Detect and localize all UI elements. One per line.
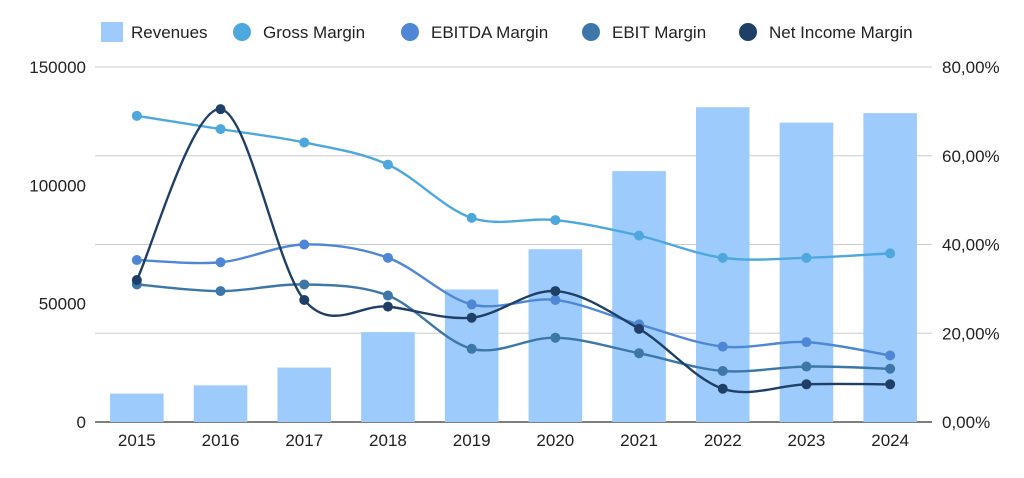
point-net-income-margin (382, 301, 393, 312)
point-ebit-margin (550, 332, 561, 343)
point-gross-margin (466, 212, 477, 223)
line-net-income-margin (135, 107, 891, 394)
bar-revenues (444, 289, 499, 422)
point-net-income-margin (299, 294, 310, 305)
legend-swatch-revenues (101, 22, 123, 42)
x-tick-label: 2019 (453, 431, 491, 450)
y-right-tick-label: 40,00% (942, 236, 1000, 255)
x-tick-label: 2018 (369, 431, 407, 450)
bar-revenues (779, 122, 834, 422)
point-ebitda-margin (717, 341, 728, 352)
lines (131, 104, 896, 394)
y-left-tick-label: 150000 (29, 58, 86, 77)
legend-swatch-ebit-margin (582, 23, 600, 41)
x-tick-label: 2020 (536, 431, 574, 450)
legend-label-gross-margin: Gross Margin (263, 23, 365, 42)
x-tick-label: 2016 (202, 431, 240, 450)
point-gross-margin (801, 252, 812, 263)
point-net-income-margin (717, 383, 728, 394)
point-ebit-margin (215, 286, 226, 297)
legend: Revenues Gross Margin EBITDA Margin EBIT Ma… (101, 22, 913, 42)
point-net-income-margin (215, 104, 226, 115)
point-ebit-margin (299, 279, 310, 290)
legend-swatch-ebitda-margin (401, 23, 419, 41)
y-right-tick-label: 60,00% (942, 147, 1000, 166)
point-ebitda-margin (466, 299, 477, 310)
point-ebit-margin (885, 363, 896, 374)
bar-revenues (110, 393, 164, 422)
y-left-tick-label: 0 (77, 413, 86, 432)
legend-swatch-gross-margin (233, 23, 251, 41)
x-tick-label: 2022 (704, 431, 742, 450)
y-right-tick-label: 20,00% (942, 324, 1000, 343)
point-gross-margin (299, 137, 310, 148)
point-net-income-margin (634, 323, 645, 334)
y-right-tick-label: 80,00% (942, 58, 1000, 77)
point-ebitda-margin (215, 257, 226, 268)
point-gross-margin (550, 215, 561, 226)
point-ebitda-margin (550, 294, 561, 305)
point-gross-margin (131, 110, 142, 121)
line-ebitda-margin (136, 243, 891, 357)
point-ebit-margin (801, 361, 812, 372)
point-ebit-margin (634, 348, 645, 359)
point-ebitda-margin (131, 255, 142, 266)
axes: 0 50000 100000 150000 0,00% 20,00% 40,00% 60,00… (29, 58, 999, 450)
bar-revenues (193, 385, 248, 422)
point-ebitda-margin (299, 239, 310, 250)
bar-revenues (277, 367, 332, 422)
bar-revenues (361, 332, 415, 422)
legend-label-net-income-margin: Net Income Margin (769, 23, 913, 42)
line-ebit-margin (136, 283, 891, 373)
point-ebit-margin (717, 365, 728, 376)
point-gross-margin (634, 230, 645, 241)
point-gross-margin (717, 252, 728, 263)
point-net-income-margin (131, 275, 142, 285)
legend-label-ebitda-margin: EBITDA Margin (431, 23, 548, 42)
x-tick-label: 2024 (871, 431, 909, 450)
y-left-tick-label: 100000 (29, 176, 86, 195)
line-gross-margin (136, 114, 891, 261)
y-right-tick-label: 0,00% (942, 413, 990, 432)
x-tick-label: 2023 (788, 431, 826, 450)
point-ebitda-margin (885, 350, 896, 361)
point-gross-margin (885, 248, 896, 259)
bars (110, 107, 917, 423)
legend-label-ebit-margin: EBIT Margin (612, 23, 706, 42)
x-tick-label: 2015 (118, 431, 156, 450)
point-gross-margin (382, 159, 393, 170)
point-net-income-margin (550, 286, 561, 297)
point-net-income-margin (801, 379, 812, 390)
bar-revenues (612, 171, 666, 422)
bar-revenues (863, 113, 917, 423)
legend-swatch-net-income-margin (739, 23, 757, 41)
y-left-tick-label: 50000 (39, 295, 86, 314)
point-ebitda-margin (801, 337, 812, 348)
point-gross-margin (215, 124, 226, 135)
legend-label-revenues: Revenues (131, 23, 208, 42)
x-tick-label: 2021 (620, 431, 658, 450)
point-ebit-margin (466, 343, 477, 354)
point-net-income-margin (885, 379, 896, 390)
point-ebit-margin (382, 290, 393, 301)
point-net-income-margin (466, 312, 477, 323)
point-ebitda-margin (382, 252, 393, 263)
x-tick-label: 2017 (285, 431, 323, 450)
